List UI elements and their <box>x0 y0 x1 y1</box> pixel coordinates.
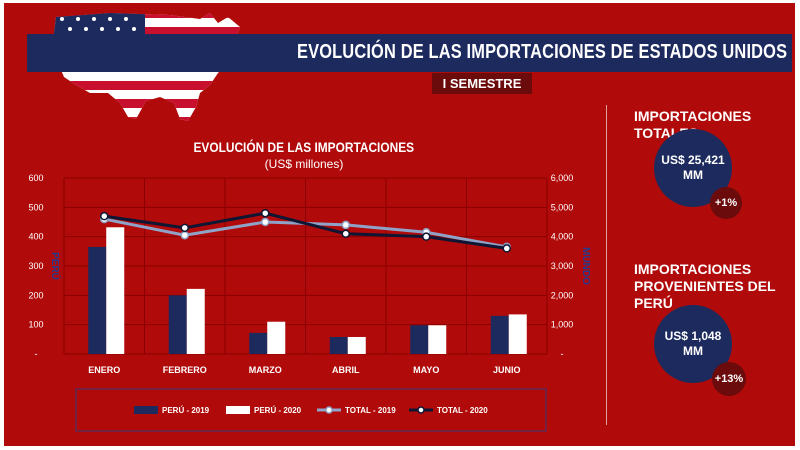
series-line <box>104 211 507 250</box>
peru-imports-unit: MM <box>683 344 703 358</box>
line-point <box>341 229 350 238</box>
slide: EVOLUCIÓN DE LAS IMPORTACIONES DE ESTADO… <box>4 3 795 446</box>
peru-imports-value: US$ 1,048 <box>664 329 722 343</box>
y-right-tick: 2,000 <box>551 290 574 300</box>
bar <box>267 321 286 354</box>
peru-imports-heading: IMPORTACIONES PROVENIENTES DEL PERÚ <box>634 261 795 312</box>
legend-marker <box>325 406 333 414</box>
y-left-tick: 600 <box>28 173 43 183</box>
bar <box>329 336 348 354</box>
y-left-tick: - <box>35 349 38 359</box>
chart-title: EVOLUCIÓN DE LAS IMPORTACIONES <box>193 139 415 155</box>
legend-label: TOTAL - 2020 <box>437 406 488 415</box>
y-right-tick: 6,000 <box>551 173 574 183</box>
total-change-badge: +1% <box>710 187 742 219</box>
y-right-tick: 1,000 <box>551 320 574 330</box>
semester-badge: I SEMESTRE <box>432 73 532 94</box>
x-tick-label: MARZO <box>249 365 282 375</box>
combo-chart: - - 100 1,000 200 2,000 300 3,000 400 4,000 500 5,0… <box>28 173 591 432</box>
legend-label: TOTAL - 2019 <box>345 406 396 415</box>
y-left-tick: 100 <box>28 320 43 330</box>
total-imports-value: US$ 25,421 <box>661 153 725 167</box>
line-point <box>341 220 350 230</box>
peru-change-badge: +13% <box>712 362 746 396</box>
line-point <box>261 217 270 227</box>
bar <box>88 246 107 354</box>
chart-subtitle: (US$ millones) <box>264 157 344 171</box>
x-tick-label: JUNIO <box>493 365 521 375</box>
peru-imports-heading-line2: PROVENIENTES DEL PERÚ <box>634 278 776 311</box>
legend-marker <box>417 406 425 414</box>
line-point <box>502 244 511 253</box>
x-tick-label: ABRIL <box>332 365 360 375</box>
legend-box <box>75 388 547 432</box>
bar <box>410 325 429 354</box>
title-band <box>27 34 792 72</box>
bar <box>490 315 509 354</box>
bar <box>249 332 268 354</box>
y-right-tick: - <box>561 349 564 359</box>
x-tick-label: ENERO <box>88 365 120 375</box>
line-point <box>100 211 109 221</box>
x-tick-label: MAYO <box>413 365 439 375</box>
bar <box>168 295 187 354</box>
divider <box>606 105 607 425</box>
legend-swatch <box>134 406 158 414</box>
line-point <box>422 232 431 241</box>
legend-label: PERÚ - 2019 <box>162 406 210 415</box>
y-right-label: MUNDO <box>580 247 591 285</box>
y-right-tick: 5,000 <box>551 202 574 212</box>
y-left-tick: 400 <box>28 232 43 242</box>
y-right-tick: 4,000 <box>551 232 574 242</box>
y-left-tick: 300 <box>28 261 43 271</box>
line-point <box>261 208 270 218</box>
page-title: EVOLUCIÓN DE LAS IMPORTACIONES DE ESTADO… <box>297 41 788 63</box>
line-point <box>180 223 189 233</box>
y-left-tick: 200 <box>28 290 43 300</box>
bar <box>428 325 447 354</box>
total-imports-unit: MM <box>682 168 703 182</box>
chart-title-wrap: EVOLUCIÓN DE LAS IMPORTACIONES <box>4 139 604 155</box>
peru-imports-heading-line1: IMPORTACIONES <box>634 261 752 277</box>
y-right-tick: 3,000 <box>551 261 574 271</box>
bar <box>186 288 205 354</box>
legend-label: PERÚ - 2020 <box>254 406 302 415</box>
line-point <box>180 230 189 240</box>
y-left-label: PERÚ <box>49 252 62 280</box>
bar <box>106 227 125 354</box>
y-left-tick: 500 <box>28 202 43 212</box>
bar <box>347 336 366 354</box>
x-tick-label: FEBRERO <box>163 365 207 375</box>
bar <box>508 314 527 354</box>
legend-swatch <box>226 406 250 414</box>
